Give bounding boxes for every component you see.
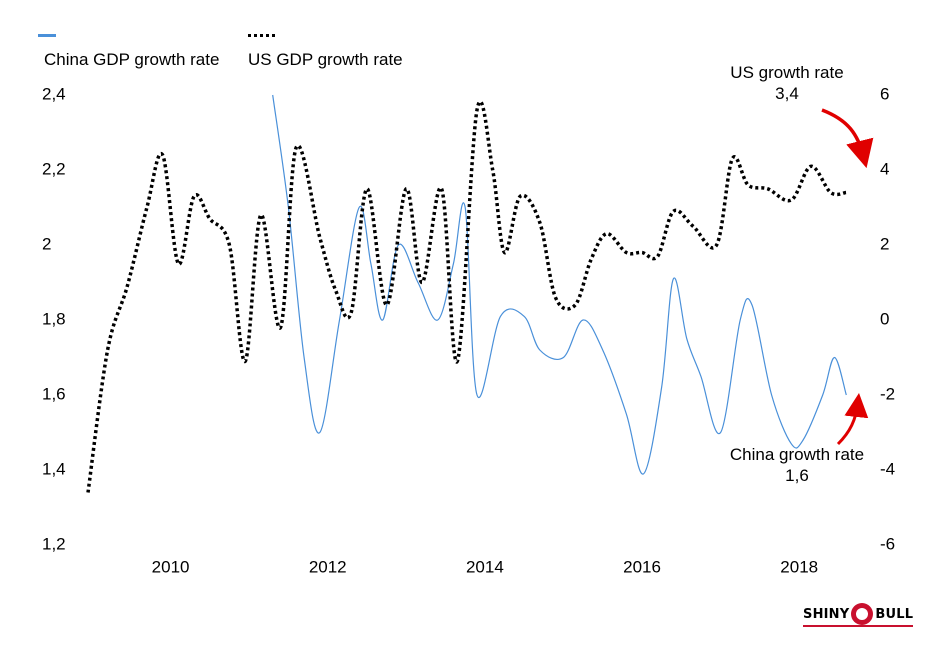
china-growth-annotation-value: 1,6 xyxy=(785,466,809,485)
series-layer xyxy=(86,94,847,493)
left-axis-tick-label: 1,6 xyxy=(42,384,66,403)
china-gdp-line xyxy=(272,94,847,475)
us-growth-annotation-title: US growth rate xyxy=(730,63,844,82)
right-axis-tick-label: 6 xyxy=(880,84,889,103)
left-axis-tick-label: 2,2 xyxy=(42,159,66,178)
left-axis-tick-label: 2 xyxy=(42,234,51,253)
left-axis-tick-label: 1,8 xyxy=(42,309,66,328)
logo-underline xyxy=(803,625,914,627)
right-axis-tick-label: 4 xyxy=(880,159,889,178)
china-growth-annotation: China growth rate 1,6 xyxy=(722,444,872,486)
x-axis-tick-labels: 2010 2012 2014 2016 2018 xyxy=(152,557,818,576)
x-axis-tick-label: 2012 xyxy=(309,557,347,576)
us-gdp-line xyxy=(86,99,847,493)
china-annotation-arrow xyxy=(836,393,869,446)
right-axis-tick-label: -4 xyxy=(880,459,895,478)
logo-text-right: BULL xyxy=(875,606,914,622)
logo-text-left: SHINY xyxy=(803,606,850,622)
bull-head-icon xyxy=(851,603,874,625)
china-growth-annotation-title: China growth rate xyxy=(729,445,865,464)
x-axis-tick-label: 2010 xyxy=(152,557,190,576)
us-growth-annotation: US growth rate 3,4 xyxy=(712,62,862,104)
us-legend-swatch xyxy=(248,34,278,37)
china-legend-label: China GDP growth rate xyxy=(44,50,220,69)
china-legend-swatch xyxy=(38,34,56,37)
right-axis-tick-label: -6 xyxy=(880,534,895,553)
right-axis-tick-label: 0 xyxy=(880,309,889,328)
x-axis-tick-label: 2018 xyxy=(780,557,818,576)
us-growth-annotation-value: 3,4 xyxy=(775,84,799,103)
us-legend-label: US GDP growth rate xyxy=(248,50,403,69)
right-axis-tick-labels: 6 4 2 0 -2 -4 -6 xyxy=(880,84,895,553)
x-axis-tick-label: 2016 xyxy=(623,557,661,576)
x-axis-tick-label: 2014 xyxy=(466,557,504,576)
right-axis-tick-label: 2 xyxy=(880,234,889,253)
us-annotation-arrow xyxy=(821,108,874,169)
left-axis-tick-label: 1,4 xyxy=(42,459,66,478)
left-axis-tick-label: 1,2 xyxy=(42,534,66,553)
shiny-bull-logo: SHINY BULL xyxy=(803,601,914,627)
right-axis-tick-label: -2 xyxy=(880,384,895,403)
left-axis-tick-label: 2,4 xyxy=(42,84,66,103)
left-axis-tick-labels: 2,4 2,2 2 1,8 1,6 1,4 1,2 xyxy=(42,84,66,553)
